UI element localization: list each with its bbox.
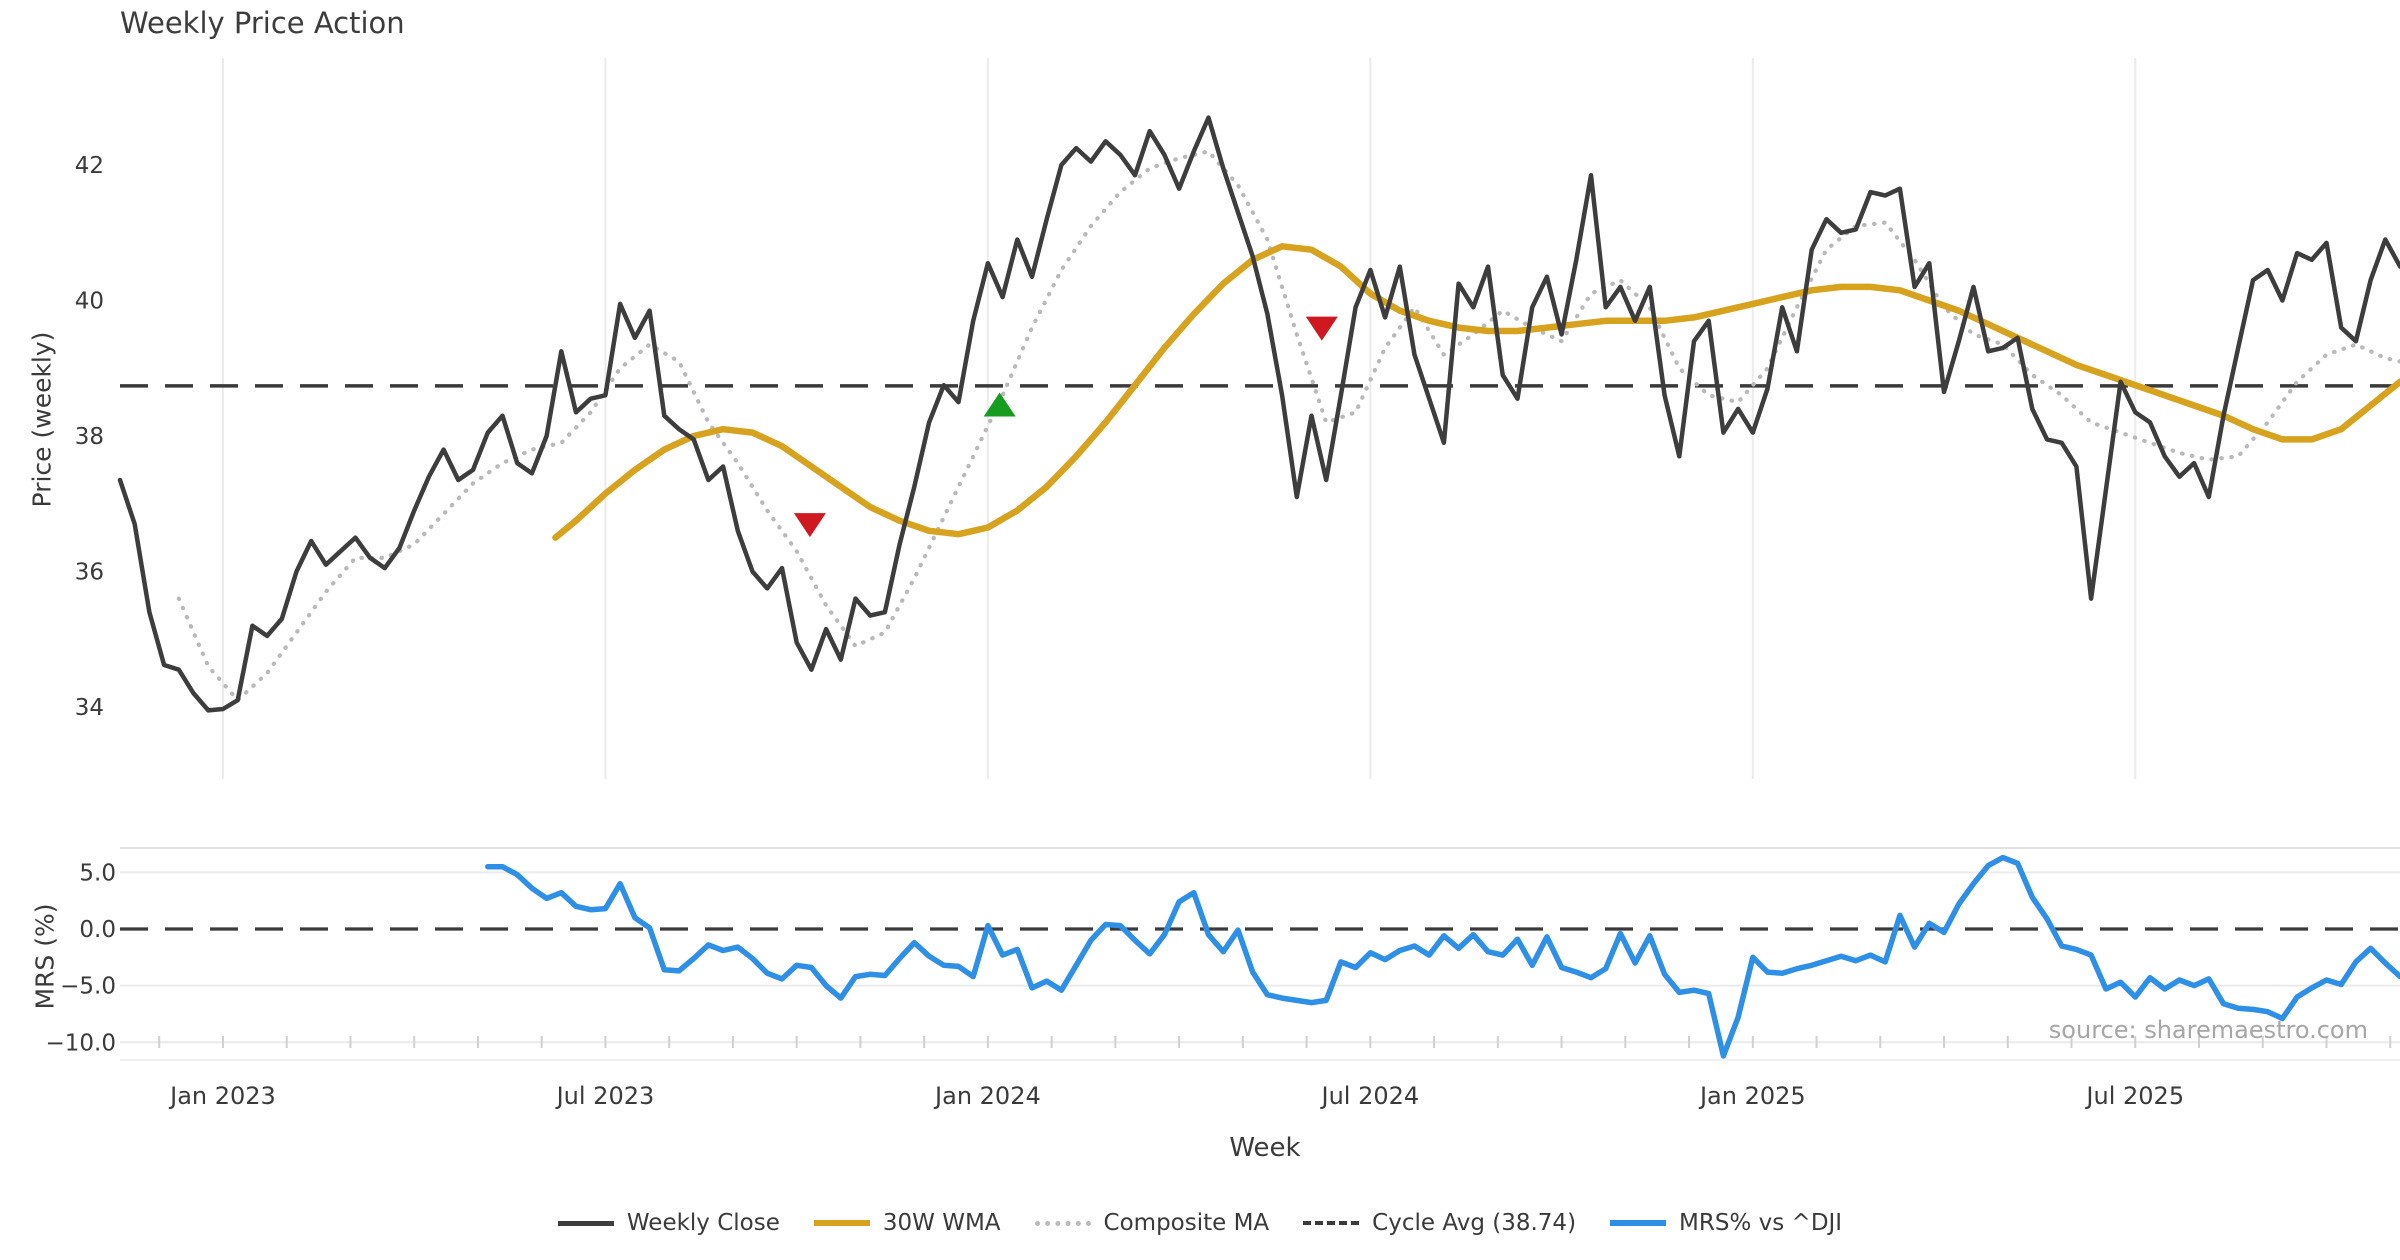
x-tick-label: Jul 2024 [1320, 1082, 1420, 1110]
sell-signal-marker [1305, 316, 1338, 341]
legend-label: Composite MA [1103, 1210, 1270, 1236]
price-y-tick-label: 42 [75, 153, 104, 179]
x-tick-label: Jul 2023 [555, 1082, 655, 1110]
price-y-tick-label: 36 [75, 560, 104, 586]
mrs-y-tick-label: 5.0 [79, 860, 116, 886]
legend-swatch-dotted [1034, 1220, 1091, 1226]
wma-line [552, 243, 2400, 541]
weekly-close-line [117, 115, 2400, 713]
buy-signal-marker [983, 392, 1016, 417]
x-tick-label: Jul 2025 [2084, 1082, 2184, 1110]
mrs-line [485, 854, 2400, 1059]
chart-legend: Weekly Close 30W WMA Composite MA Cycle Avg… [0, 1210, 2400, 1236]
mrs-axis-label: MRS (%) [30, 903, 60, 1010]
x-tick-label: Jan 2025 [1698, 1082, 1806, 1110]
legend-label: Cycle Avg (38.74) [1372, 1210, 1577, 1236]
legend-swatch-solid [1610, 1220, 1667, 1226]
price-y-tick-label: 34 [75, 695, 104, 721]
price-axis-label: Price (weekly) [27, 331, 57, 508]
x-axis-label: Week [1229, 1133, 1301, 1163]
legend-item-cycle-avg-38-74-: Cycle Avg (38.74) [1303, 1210, 1576, 1236]
legend-label: Weekly Close [626, 1210, 780, 1236]
legend-item-composite-ma: Composite MA [1034, 1210, 1270, 1236]
legend-item-mrs-vs-dji: MRS% vs ^DJI [1610, 1210, 1842, 1236]
legend-item-30w-wma: 30W WMA [813, 1210, 1001, 1236]
price-y-tick-label: 40 [75, 289, 104, 315]
mrs-y-tick-label: −10.0 [46, 1030, 116, 1056]
sell-signal-marker [793, 513, 826, 538]
legend-label: 30W WMA [882, 1210, 1001, 1236]
legend-swatch-solid [813, 1220, 870, 1226]
source-watermark: source: sharemaestro.com [2048, 1016, 2368, 1044]
legend-swatch-dashed [1303, 1221, 1360, 1225]
x-tick-label: Jan 2024 [933, 1082, 1041, 1110]
legend-item-weekly-close: Weekly Close [557, 1210, 780, 1236]
price-y-tick-label: 38 [75, 424, 104, 450]
x-tick-label: Jan 2023 [168, 1082, 276, 1110]
mrs-y-tick-label: −5.0 [60, 974, 116, 1000]
mrs-y-tick-label: 0.0 [79, 917, 116, 943]
legend-label: MRS% vs ^DJI [1679, 1210, 1843, 1236]
composite-ma-line [176, 149, 2400, 703]
chart-title: Weekly Price Action [120, 6, 405, 40]
legend-swatch-solid [557, 1220, 614, 1226]
